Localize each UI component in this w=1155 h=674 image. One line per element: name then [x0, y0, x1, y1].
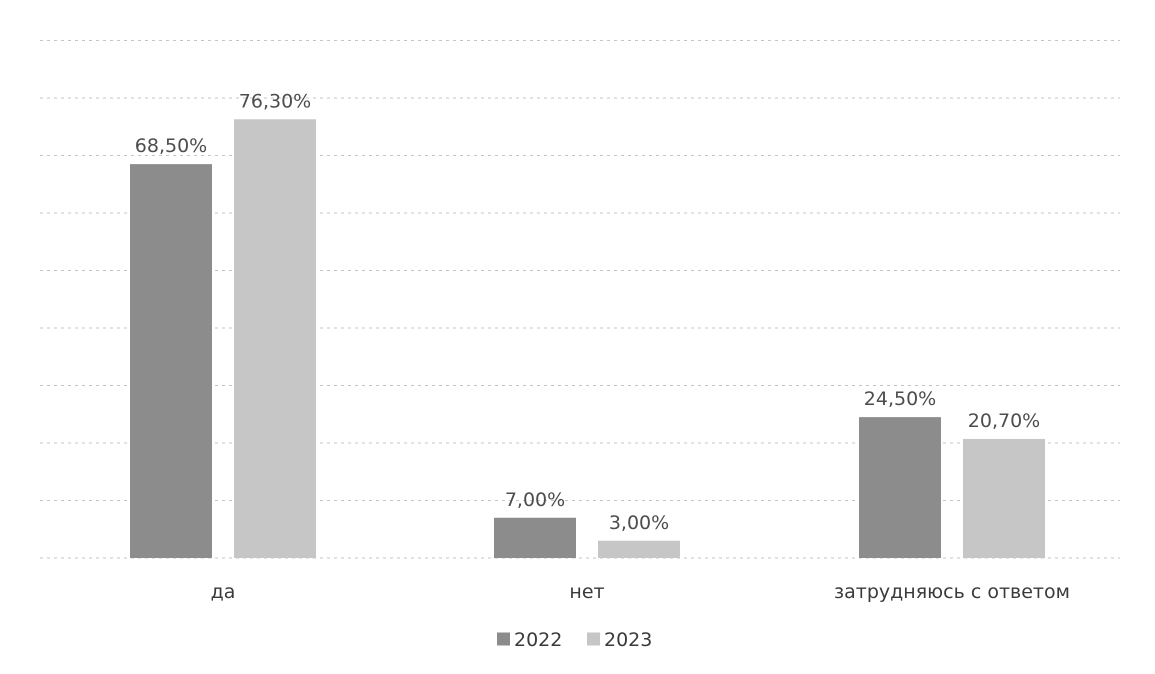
- data-labels: 68,50% 76,30% 7,00% 3,00% 24,50% 20,70%: [135, 90, 1040, 533]
- bar-2023-2: [963, 438, 1045, 558]
- bar-2023-1: [598, 540, 680, 558]
- bar-2022-2: [859, 417, 941, 558]
- category-axis: да нет затрудняюсь с ответом: [211, 581, 1070, 603]
- legend-swatch-2023: [587, 632, 600, 646]
- category-label: нет: [569, 581, 604, 603]
- data-label: 76,30%: [239, 90, 311, 112]
- bar-2023-0: [234, 119, 316, 559]
- data-label: 24,50%: [864, 388, 936, 410]
- bar-2022-1: [494, 517, 576, 558]
- legend-label: 2022: [514, 629, 562, 651]
- bars: [130, 119, 1045, 559]
- legend-swatch-2022: [497, 632, 510, 646]
- category-label: затрудняюсь с ответом: [834, 581, 1070, 603]
- data-label: 20,70%: [968, 410, 1040, 432]
- data-label: 68,50%: [135, 135, 207, 157]
- data-label: 7,00%: [505, 489, 565, 511]
- gridlines: [40, 40, 1120, 559]
- category-label: да: [211, 581, 236, 603]
- data-label: 3,00%: [609, 512, 669, 534]
- legend-label: 2023: [604, 629, 652, 651]
- legend: 2022 2023: [497, 629, 652, 651]
- bar-2022-0: [130, 164, 212, 558]
